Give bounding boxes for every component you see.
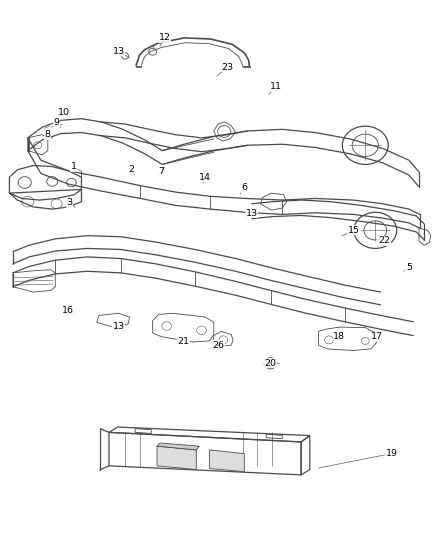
Text: 8: 8	[45, 130, 51, 139]
Polygon shape	[157, 446, 196, 470]
Text: 13: 13	[246, 209, 258, 218]
Text: 20: 20	[265, 359, 276, 368]
Text: 17: 17	[371, 332, 383, 341]
Text: 22: 22	[378, 237, 390, 246]
Text: 13: 13	[113, 47, 125, 55]
Polygon shape	[157, 443, 199, 450]
Text: 12: 12	[159, 34, 170, 43]
Polygon shape	[209, 450, 244, 472]
Text: 15: 15	[347, 226, 360, 235]
Text: 18: 18	[333, 332, 345, 341]
Text: 3: 3	[67, 198, 73, 207]
Text: 14: 14	[199, 173, 211, 182]
Text: 21: 21	[177, 337, 189, 346]
Text: 9: 9	[53, 118, 60, 127]
Text: 1: 1	[71, 162, 77, 171]
Text: 6: 6	[241, 183, 247, 192]
Text: 23: 23	[222, 63, 234, 71]
Text: 19: 19	[385, 449, 397, 458]
Text: 2: 2	[128, 165, 134, 174]
Text: 26: 26	[212, 341, 224, 350]
Text: 16: 16	[62, 305, 74, 314]
Text: 11: 11	[270, 82, 282, 91]
Text: 7: 7	[159, 167, 164, 176]
Polygon shape	[28, 138, 29, 151]
Text: 10: 10	[58, 108, 70, 117]
Text: 13: 13	[113, 321, 125, 330]
Text: 5: 5	[406, 263, 412, 272]
